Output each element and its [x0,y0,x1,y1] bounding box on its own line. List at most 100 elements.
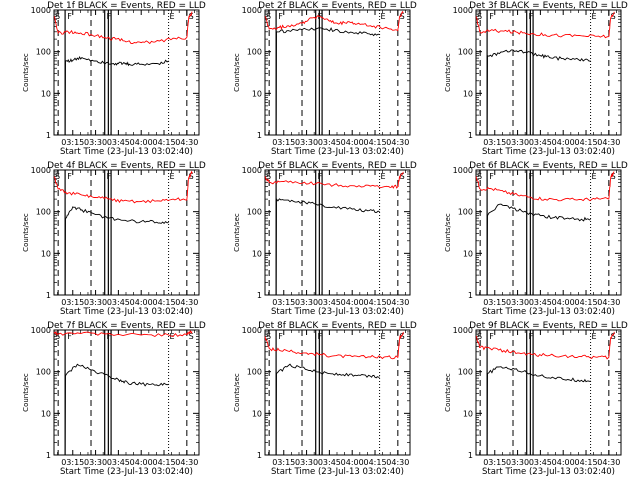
x-tick-label: 03:45 [107,138,130,147]
panel-det-7: Det 7f BLACK = Events, RED = LLD 1 10 100 10… [22,321,206,477]
plot-frame [475,329,622,456]
events-series-line [64,206,169,296]
y-tick-label: 1 [468,131,473,140]
marker-glyph: E [169,12,174,21]
marker-glyph: S [55,12,60,21]
panel-det-2: Det 2f BLACK = Events, RED = LLD 1 10 100 10… [233,1,417,157]
panel-title: Det 6f BLACK = Events, RED = LLD [469,161,628,171]
x-tick-label: 03:30 [84,138,107,147]
marker-glyph: S [477,332,482,341]
y-axis-label: Counts/sec [444,53,452,92]
marker-glyph: S [266,172,271,181]
plot-frame [264,329,411,456]
x-tick-label: 04:00 [552,458,575,467]
y-tick-label: 100 [458,48,473,57]
plot-frame [475,9,622,136]
x-tick-label: 04:00 [341,138,364,147]
x-tick-label: 03:15 [483,458,506,467]
x-tick-label: 04:15 [574,458,597,467]
plot-frame [475,169,622,296]
y-tick-label: 10 [41,249,51,258]
marker-glyph: S [55,172,60,181]
marker-glyph: S [266,332,271,341]
y-tick-label: 100 [247,208,262,217]
y-tick-label: 100 [458,208,473,217]
x-axis-label: Start Time (23-Jul-13 03:02:40) [60,307,193,317]
x-tick-label: 04:15 [152,138,175,147]
x-axis-label: Start Time (23-Jul-13 03:02:40) [271,147,404,157]
plot-frame [53,329,200,456]
y-tick-label: 1000 [453,166,473,175]
marker-glyph: F [489,332,494,341]
plot-frame [53,169,200,296]
y-tick-label: 10 [463,249,473,258]
lld-series-line [264,331,404,360]
x-tick-label: 04:30 [175,138,198,147]
y-tick-label: 10 [41,409,51,418]
lld-series-line [475,11,615,39]
x-tick-label: 04:00 [341,298,364,307]
events-series-line [64,363,169,456]
events-series-line [64,56,169,136]
marker-glyph: F [318,332,323,341]
y-tick-label: 10 [252,249,262,258]
lld-series-line [264,10,404,32]
x-tick-label: 03:15 [483,138,506,147]
x-tick-label: 03:45 [318,458,341,467]
x-tick-label: 03:45 [529,298,552,307]
y-tick-label: 100 [458,368,473,377]
panel-det-9: Det 9f BLACK = Events, RED = LLD 1 10 100 10… [444,321,628,477]
x-tick-label: 04:15 [363,138,386,147]
x-tick-label: 03:30 [84,458,107,467]
marker-glyph: F [529,12,534,21]
marker-glyph: E [591,12,596,21]
marker-glyph: E [591,172,596,181]
events-series-line [275,27,380,136]
marker-glyph: F [318,172,323,181]
y-tick-label: 10 [463,89,473,98]
lld-series-line [475,171,615,202]
x-tick-label: 04:30 [597,298,620,307]
x-axis-label: Start Time (23-Jul-13 03:02:40) [482,467,615,477]
marker-glyph: F [67,332,72,341]
y-tick-label: 10 [41,89,51,98]
x-tick-label: 03:45 [529,138,552,147]
x-axis-label: Start Time (23-Jul-13 03:02:40) [482,147,615,157]
panel-title: Det 7f BLACK = Events, RED = LLD [47,321,206,331]
events-series-line [486,49,591,136]
y-tick-label: 1000 [31,166,51,175]
events-series-line [486,203,591,296]
marker-glyph: S [189,12,194,21]
y-axis-label: Counts/sec [22,213,30,252]
marker-glyph: S [400,332,405,341]
y-tick-label: 1000 [31,6,51,15]
y-axis-label: Counts/sec [444,373,452,412]
marker-glyph: F [107,172,112,181]
marker-glyph: F [529,332,534,341]
y-tick-label: 1 [257,451,262,460]
lld-series-line [53,330,193,338]
x-tick-label: 04:30 [175,298,198,307]
x-tick-label: 04:00 [130,298,153,307]
x-tick-label: 03:30 [84,298,107,307]
x-tick-label: 04:00 [130,458,153,467]
x-tick-label: 04:15 [574,298,597,307]
x-tick-label: 04:30 [386,138,409,147]
x-tick-label: 03:45 [107,458,130,467]
events-series-line [275,197,380,296]
plot-frame [264,9,411,136]
lld-series-line [476,331,615,360]
marker-glyph: F [67,172,72,181]
panel-det-3: Det 3f BLACK = Events, RED = LLD 1 10 100 10… [444,1,628,157]
x-tick-label: 04:15 [152,458,175,467]
x-axis-label: Start Time (23-Jul-13 03:02:40) [482,307,615,317]
panel-det-4: Det 4f BLACK = Events, RED = LLD 1 10 100 10… [22,161,206,317]
y-tick-label: 1 [46,451,51,460]
x-tick-label: 03:30 [295,138,318,147]
marker-glyph: E [169,172,174,181]
x-tick-label: 04:30 [386,458,409,467]
panel-title: Det 3f BLACK = Events, RED = LLD [469,1,628,11]
y-tick-label: 100 [36,208,51,217]
x-tick-label: 04:15 [363,458,386,467]
y-tick-label: 100 [36,368,51,377]
